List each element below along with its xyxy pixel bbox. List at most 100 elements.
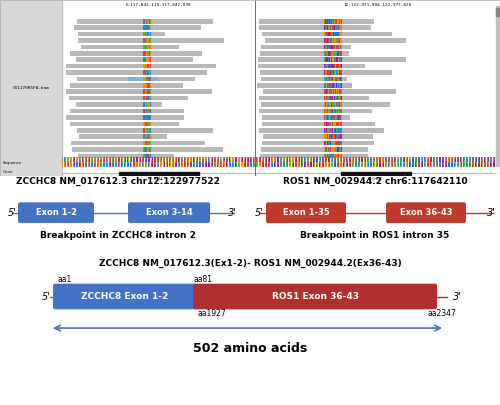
Bar bbox=[242, 162, 244, 167]
Bar bbox=[176, 157, 178, 162]
Bar bbox=[242, 157, 244, 162]
Bar bbox=[364, 162, 365, 167]
Bar bbox=[335, 109, 336, 113]
Bar bbox=[144, 32, 146, 36]
Bar bbox=[455, 162, 456, 167]
Bar bbox=[334, 83, 335, 88]
Bar bbox=[339, 153, 340, 158]
Bar bbox=[340, 45, 341, 49]
Bar bbox=[144, 45, 146, 49]
Bar bbox=[132, 157, 134, 162]
Bar bbox=[325, 64, 326, 68]
Bar bbox=[400, 157, 401, 162]
Bar bbox=[72, 147, 144, 152]
Bar bbox=[484, 162, 485, 167]
Bar bbox=[331, 19, 332, 23]
Bar bbox=[220, 157, 221, 162]
Bar bbox=[311, 157, 312, 162]
Bar bbox=[152, 96, 188, 100]
Bar bbox=[333, 153, 334, 158]
Bar bbox=[339, 19, 340, 23]
Bar bbox=[68, 157, 70, 162]
Bar bbox=[324, 96, 325, 100]
Bar bbox=[338, 162, 340, 167]
Bar bbox=[490, 162, 491, 167]
Bar bbox=[152, 83, 183, 88]
Bar bbox=[261, 147, 324, 152]
Bar bbox=[162, 157, 164, 162]
Bar bbox=[131, 162, 132, 167]
Bar bbox=[292, 157, 293, 162]
Bar bbox=[96, 157, 98, 162]
Bar bbox=[246, 157, 248, 162]
Bar bbox=[148, 26, 149, 30]
Bar bbox=[398, 162, 400, 167]
Bar bbox=[284, 162, 286, 167]
Bar bbox=[172, 162, 173, 167]
Bar bbox=[327, 58, 328, 62]
Bar bbox=[150, 141, 152, 145]
Bar bbox=[492, 157, 494, 162]
Bar bbox=[266, 157, 268, 162]
Bar bbox=[341, 77, 342, 81]
Bar bbox=[485, 157, 486, 162]
Bar bbox=[329, 102, 330, 107]
Bar bbox=[146, 153, 148, 158]
Bar bbox=[333, 83, 334, 88]
Bar bbox=[336, 162, 338, 167]
Bar bbox=[335, 128, 336, 132]
Bar bbox=[334, 70, 335, 75]
Bar bbox=[262, 122, 324, 126]
Bar bbox=[150, 128, 152, 132]
Bar bbox=[150, 147, 152, 152]
Bar bbox=[452, 162, 454, 167]
Bar bbox=[364, 157, 365, 162]
Bar bbox=[342, 134, 374, 139]
Bar bbox=[254, 157, 256, 162]
Bar bbox=[340, 157, 341, 162]
Bar bbox=[327, 38, 328, 43]
Bar bbox=[334, 32, 335, 36]
Bar bbox=[74, 26, 144, 30]
Bar bbox=[388, 162, 389, 167]
Bar bbox=[330, 58, 331, 62]
Bar bbox=[260, 19, 324, 23]
Bar bbox=[174, 162, 176, 167]
Bar bbox=[337, 134, 338, 139]
Bar bbox=[384, 157, 386, 162]
Bar bbox=[394, 162, 395, 167]
Bar bbox=[318, 162, 320, 167]
Bar bbox=[328, 157, 329, 162]
Bar bbox=[325, 77, 326, 81]
Bar bbox=[180, 162, 182, 167]
Bar bbox=[328, 70, 329, 75]
Bar bbox=[226, 162, 227, 167]
Bar bbox=[335, 19, 336, 23]
Bar bbox=[137, 162, 138, 167]
Bar bbox=[228, 162, 230, 167]
Bar bbox=[332, 162, 334, 167]
Bar bbox=[326, 157, 328, 162]
Bar bbox=[326, 109, 327, 113]
Bar bbox=[114, 157, 116, 162]
Bar bbox=[150, 153, 152, 158]
Bar bbox=[148, 115, 150, 120]
Bar bbox=[152, 51, 202, 55]
Bar bbox=[72, 162, 74, 167]
Bar bbox=[468, 157, 470, 162]
Bar bbox=[146, 45, 148, 49]
Bar bbox=[331, 77, 332, 81]
Bar bbox=[77, 19, 144, 23]
Bar bbox=[112, 162, 113, 167]
Bar bbox=[150, 122, 152, 126]
Bar bbox=[458, 157, 460, 162]
Bar bbox=[340, 141, 341, 145]
Bar bbox=[341, 102, 342, 107]
Bar bbox=[327, 45, 328, 49]
Bar bbox=[366, 162, 368, 167]
Bar bbox=[150, 19, 152, 23]
Bar bbox=[146, 147, 148, 152]
Bar bbox=[202, 162, 203, 167]
Bar bbox=[467, 157, 468, 162]
Bar bbox=[325, 141, 326, 145]
